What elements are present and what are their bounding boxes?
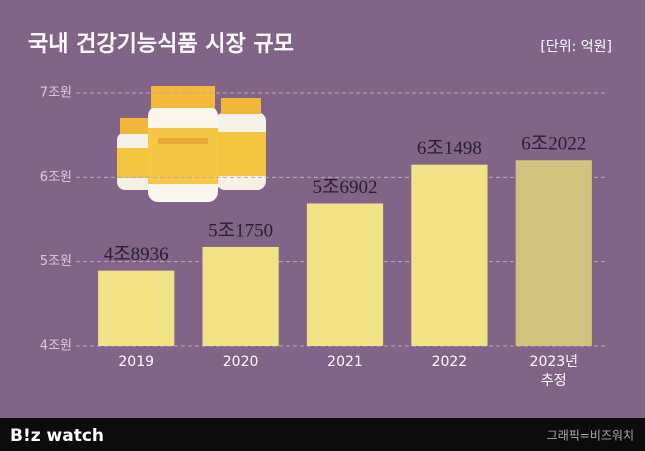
x-tick-label: 2022 <box>432 354 468 370</box>
value-label: 6조1498 <box>417 138 482 159</box>
y-tick-label: 6조원 <box>40 170 72 185</box>
chart-title: 국내 건강기능식품 시장 규모 <box>28 32 294 57</box>
bar <box>202 246 279 346</box>
value-label: 5조1750 <box>208 220 273 241</box>
value-label: 4조8936 <box>104 244 169 265</box>
x-tick-label: 2019 <box>118 354 154 370</box>
y-tick-label: 5조원 <box>40 254 72 269</box>
x-tick-label: 2020 <box>223 354 259 370</box>
bar <box>306 203 384 346</box>
bottle-illustration <box>117 86 266 202</box>
bar <box>98 270 175 346</box>
y-tick-label: 7조원 <box>40 86 72 101</box>
value-label: 6조2022 <box>521 134 586 155</box>
footer-bar <box>0 418 645 451</box>
credit: 그래픽=비즈워치 <box>547 429 634 443</box>
value-label: 5조6902 <box>313 177 378 198</box>
bar <box>515 160 592 346</box>
bar <box>411 164 488 346</box>
bars <box>98 160 592 346</box>
x-tick-label: 2021 <box>327 354 363 370</box>
y-tick-label: 4조원 <box>40 339 72 354</box>
x-tick-label: 2023년 추정 <box>530 354 579 389</box>
unit-note: [단위: 억원] <box>540 39 612 55</box>
logo: B!z watch <box>10 426 104 446</box>
